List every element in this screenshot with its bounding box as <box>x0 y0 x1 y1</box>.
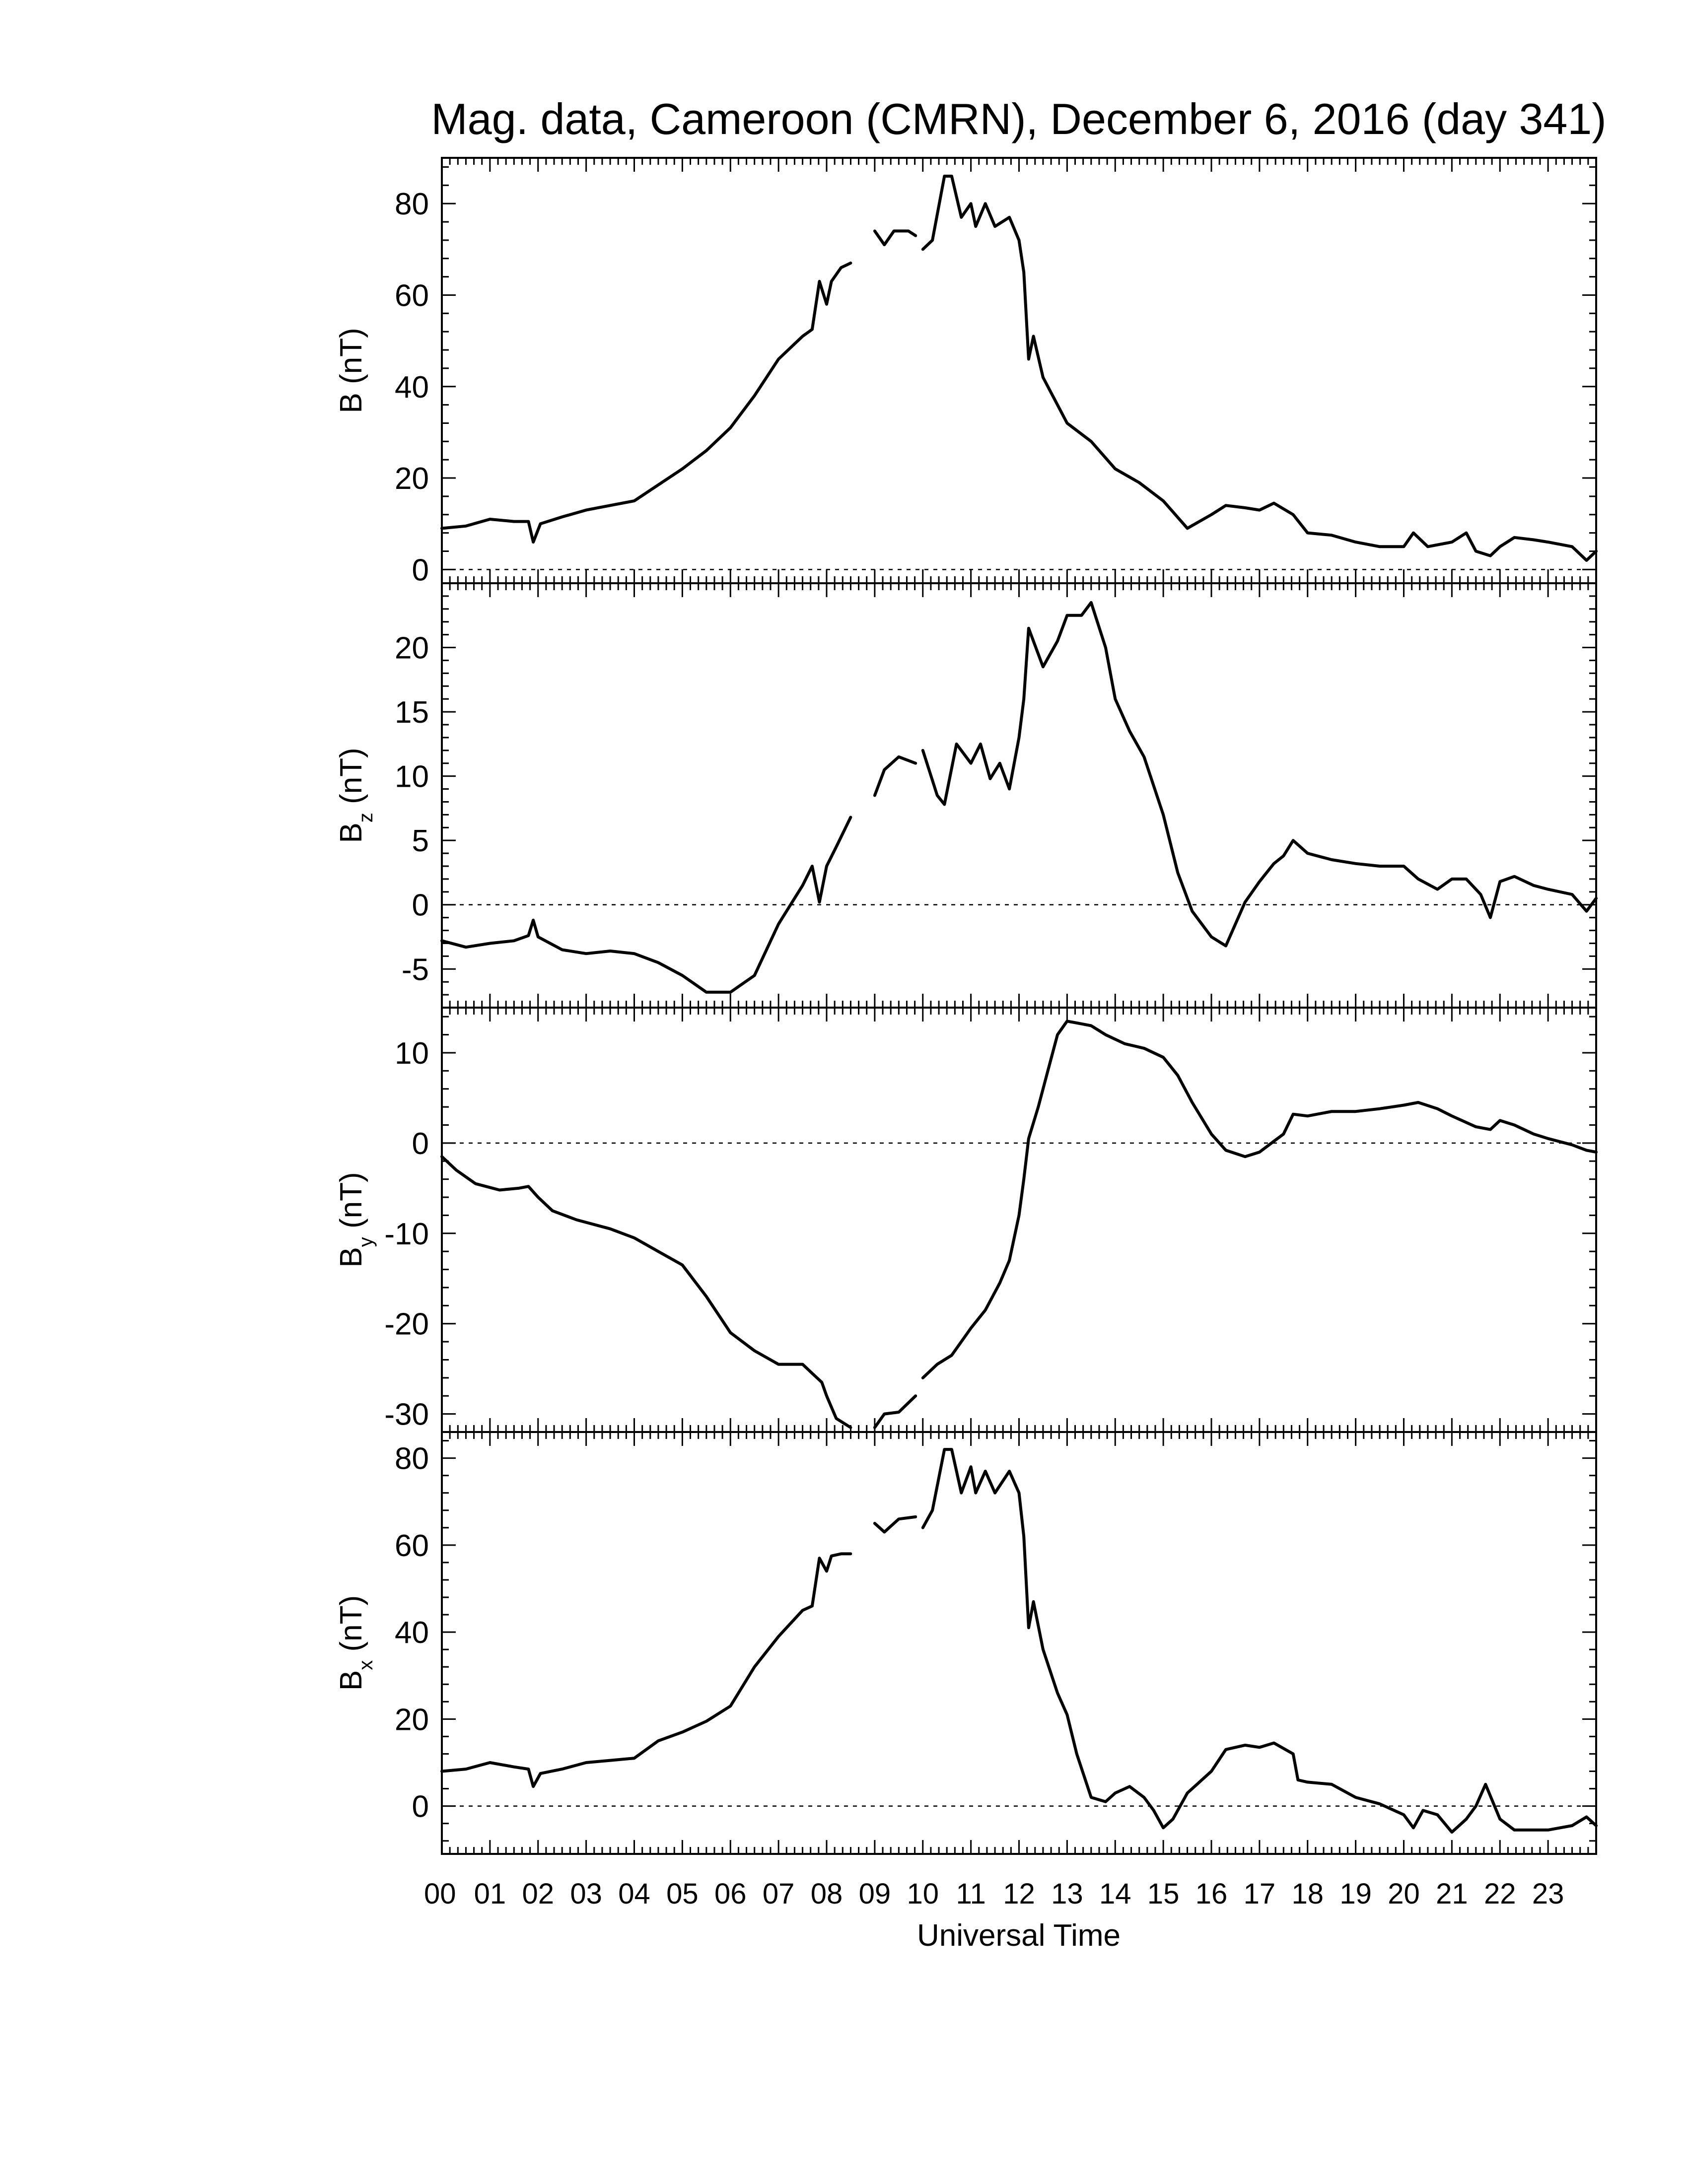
x-tick-label: 17 <box>1244 1878 1276 1910</box>
x-tick-label: 01 <box>474 1878 506 1910</box>
series-line-Bx <box>921 1448 1598 1834</box>
x-tick-label: 06 <box>714 1878 747 1910</box>
y-tick-label: 80 <box>395 187 429 221</box>
series-line-Bz <box>873 755 917 797</box>
series-line-Bx <box>440 1552 852 1788</box>
x-tick-label: 23 <box>1532 1878 1564 1910</box>
x-tick-label: 20 <box>1388 1878 1420 1910</box>
y-tick-label: 80 <box>395 1442 429 1476</box>
x-axis-label: Universal Time <box>917 1918 1121 1953</box>
x-tick-labels: 00 01 02 03 04 05 06 07 08 09 10 11 12 13 14 15 16 17 18 19… <box>424 1878 1564 1910</box>
panel-Bx: 0 20 40 60 80 Bx (nT) <box>334 1431 1598 1855</box>
y-tick-label: 5 <box>412 824 429 858</box>
series-line-Bz <box>921 601 1598 948</box>
panels: 0 20 40 60 80 B (nT) -5 0 5 10 15 20 Bz (nT) -30 -20 -1… <box>334 157 1598 1855</box>
series-line-Bx <box>873 1515 917 1534</box>
y-tick-label: 10 <box>395 760 429 794</box>
panel-B: 0 20 40 60 80 B (nT) <box>334 157 1598 587</box>
x-tick-label: 05 <box>666 1878 699 1910</box>
y-tick-label: -5 <box>402 953 429 987</box>
panel-frame <box>441 157 1597 584</box>
x-tick-label: 14 <box>1099 1878 1131 1910</box>
y-tick-label: 60 <box>395 1529 429 1563</box>
series-line-B <box>440 261 852 544</box>
x-tick-label: 18 <box>1291 1878 1324 1910</box>
series-line-By <box>873 1394 917 1429</box>
y-tick-label: 40 <box>395 370 429 405</box>
series-line-By <box>921 1020 1598 1379</box>
x-tick-label: 03 <box>570 1878 602 1910</box>
x-tick-label: 09 <box>859 1878 891 1910</box>
y-tick-label: 20 <box>395 631 429 666</box>
panel-Bz: -5 0 5 10 15 20 Bz (nT) <box>334 582 1598 1009</box>
y-axis-label: Bz (nT) <box>334 748 377 843</box>
y-tick-label: 0 <box>412 553 429 587</box>
y-tick-label: 40 <box>395 1616 429 1650</box>
x-tick-label: 04 <box>618 1878 650 1910</box>
x-tick-label: 12 <box>1003 1878 1035 1910</box>
y-tick-label: 15 <box>395 695 429 730</box>
x-tick-label: 10 <box>907 1878 939 1910</box>
y-axis-label: By (nT) <box>334 1172 377 1267</box>
y-tick-label: -20 <box>384 1307 429 1342</box>
y-tick-label: 20 <box>395 462 429 496</box>
y-tick-label: -10 <box>384 1217 429 1251</box>
y-axis-label: B (nT) <box>334 328 368 413</box>
y-tick-label: 0 <box>412 888 429 923</box>
x-tick-label: 22 <box>1484 1878 1516 1910</box>
panel-frame <box>441 582 1597 1009</box>
series-line-Bz <box>440 816 852 994</box>
x-tick-label: 11 <box>956 1878 986 1910</box>
x-tick-label: 21 <box>1436 1878 1468 1910</box>
y-axis-label: Bx (nT) <box>334 1595 377 1691</box>
x-tick-label: 07 <box>763 1878 795 1910</box>
y-tick-label: 0 <box>412 1790 429 1824</box>
x-tick-label: 00 <box>424 1878 456 1910</box>
y-tick-label: 10 <box>395 1036 429 1071</box>
y-tick-label: 60 <box>395 278 429 313</box>
y-tick-label: 20 <box>395 1703 429 1737</box>
series-line-By <box>440 1155 852 1429</box>
y-tick-label: -30 <box>384 1398 429 1432</box>
series-line-B <box>873 229 917 247</box>
x-tick-label: 13 <box>1051 1878 1083 1910</box>
x-tick-label: 16 <box>1196 1878 1228 1910</box>
chart-title: Mag. data, Cameroon (CMRN), December 6, … <box>431 94 1606 143</box>
panel-By: -30 -20 -10 0 10 By (nT) <box>334 1007 1598 1433</box>
x-tick-label: 08 <box>811 1878 843 1910</box>
x-tick-label: 02 <box>522 1878 554 1910</box>
series-line-B <box>921 174 1598 562</box>
y-tick-label: 0 <box>412 1127 429 1161</box>
x-tick-label: 19 <box>1339 1878 1372 1910</box>
x-tick-label: 15 <box>1147 1878 1180 1910</box>
